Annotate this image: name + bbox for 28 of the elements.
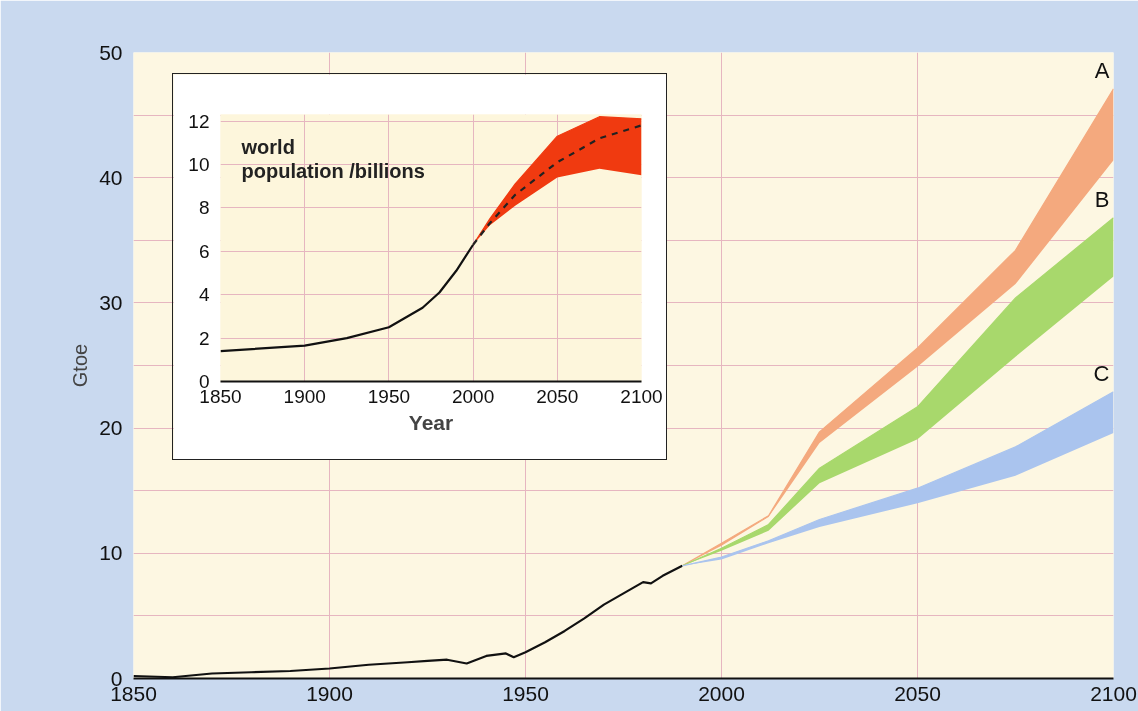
- y-tick-label: 12: [188, 110, 210, 132]
- y-tick-label: 20: [99, 416, 123, 440]
- series-label: A: [1094, 57, 1110, 83]
- y-tick-label: 8: [198, 197, 210, 219]
- y-tick-label: 6: [198, 240, 210, 262]
- y-tick-label: 10: [99, 541, 123, 565]
- x-tick-label: 1900: [306, 681, 353, 705]
- y-tick-label: 30: [99, 290, 123, 314]
- series-label: C: [1093, 360, 1110, 386]
- x-tick-label: 1900: [283, 385, 326, 407]
- x-tick-label: 2050: [894, 681, 941, 705]
- x-tick-label: 2000: [451, 385, 495, 407]
- y-tick-label: 2: [198, 327, 210, 349]
- y-tick-label: 4: [198, 284, 210, 306]
- line-series: [220, 243, 475, 353]
- x-tick-label: 2000: [698, 681, 745, 705]
- y-axis-title: Gtoe: [69, 343, 92, 388]
- x-axis-title: Year: [408, 410, 454, 434]
- y-tick-label: 10: [188, 153, 210, 175]
- series-label: B: [1094, 186, 1110, 212]
- x-tick-label: 2100: [620, 385, 663, 407]
- text: world population /billions: [240, 135, 425, 182]
- x-tick-label: 2050: [536, 385, 579, 407]
- x-tick-label: 1950: [502, 681, 549, 705]
- y-tick-label: 50: [99, 40, 123, 64]
- y-tick-label: 40: [99, 165, 123, 189]
- x-tick-label: 1950: [367, 385, 411, 407]
- x-tick-label: 2100: [1090, 681, 1137, 705]
